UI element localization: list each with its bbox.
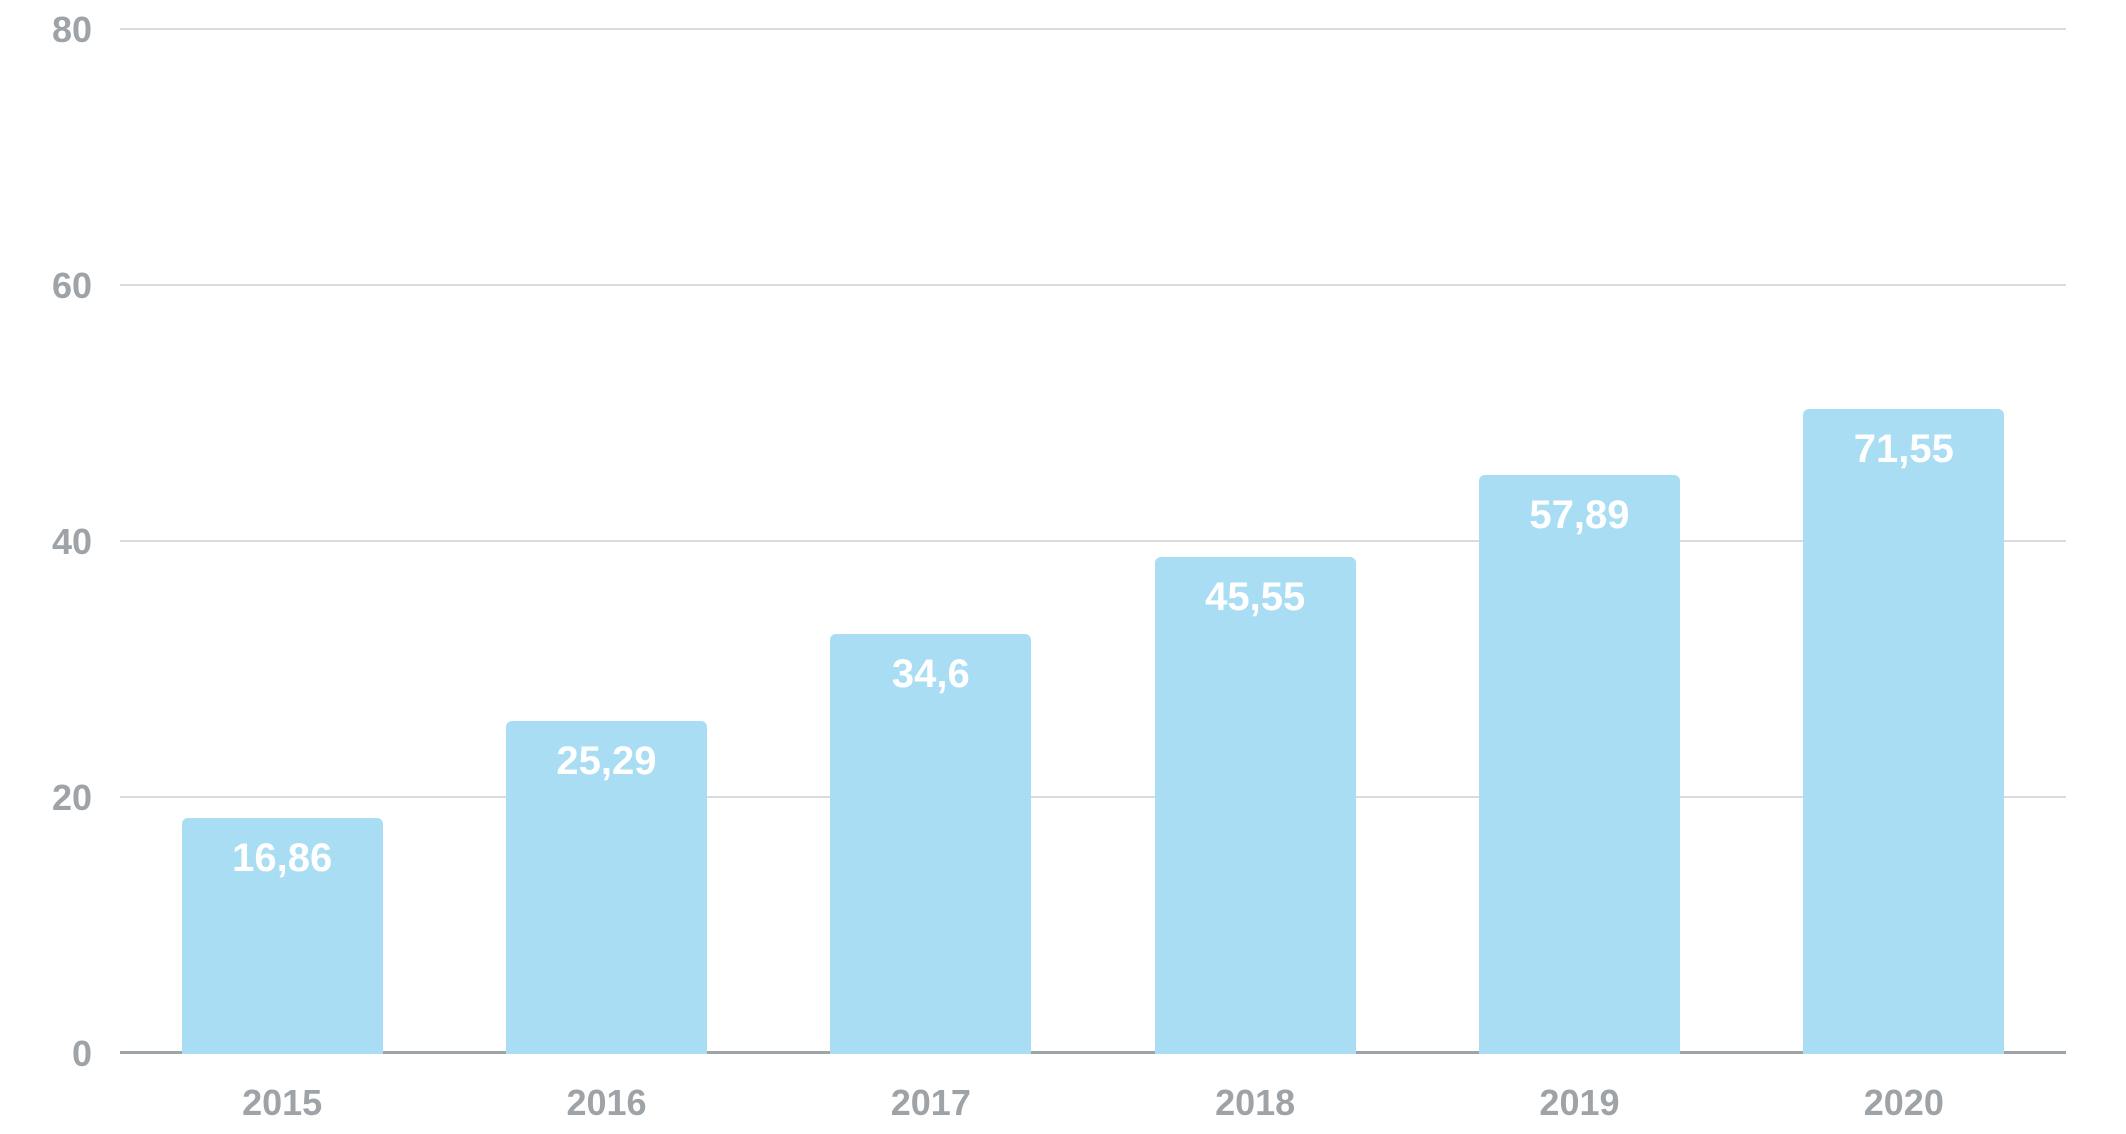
x-tick-label: 2017 <box>891 1054 971 1124</box>
bar-slot: 45,55 2018 <box>1093 30 1417 1054</box>
bar: 25,29 <box>506 721 707 1054</box>
bar-value-label: 34,6 <box>892 652 970 697</box>
bar-slot: 34,6 2017 <box>769 30 1093 1054</box>
bar: 16,86 <box>182 818 383 1054</box>
bar: 71,55 <box>1803 409 2004 1054</box>
bar-value-label: 57,89 <box>1529 493 1629 538</box>
bar-slot: 57,89 2019 <box>1417 30 1741 1054</box>
x-tick-label: 2019 <box>1539 1054 1619 1124</box>
x-tick-label: 2018 <box>1215 1054 1295 1124</box>
y-tick-label: 60 <box>52 265 120 307</box>
bar-chart: 80 60 40 20 0 16,86 2015 25,29 <box>0 0 2126 1134</box>
x-tick-label: 2020 <box>1864 1054 1944 1124</box>
x-tick-label: 2015 <box>242 1054 322 1124</box>
x-tick-label: 2016 <box>566 1054 646 1124</box>
bar-value-label: 25,29 <box>556 739 656 784</box>
bars-container: 16,86 2015 25,29 2016 34,6 2017 45,55 <box>120 30 2066 1054</box>
bar-value-label: 16,86 <box>232 836 332 881</box>
bar-slot: 16,86 2015 <box>120 30 444 1054</box>
y-tick-label: 0 <box>72 1033 120 1075</box>
bar: 34,6 <box>830 634 1031 1054</box>
bar-slot: 25,29 2016 <box>444 30 768 1054</box>
bar: 57,89 <box>1479 475 1680 1054</box>
y-tick-label: 40 <box>52 521 120 563</box>
bar-value-label: 71,55 <box>1854 427 1954 472</box>
bar-value-label: 45,55 <box>1205 575 1305 620</box>
y-tick-label: 20 <box>52 777 120 819</box>
y-tick-label: 80 <box>52 9 120 51</box>
bar-slot: 71,55 2020 <box>1742 30 2066 1054</box>
plot-area: 80 60 40 20 0 16,86 2015 25,29 <box>120 30 2066 1054</box>
bar: 45,55 <box>1155 557 1356 1054</box>
